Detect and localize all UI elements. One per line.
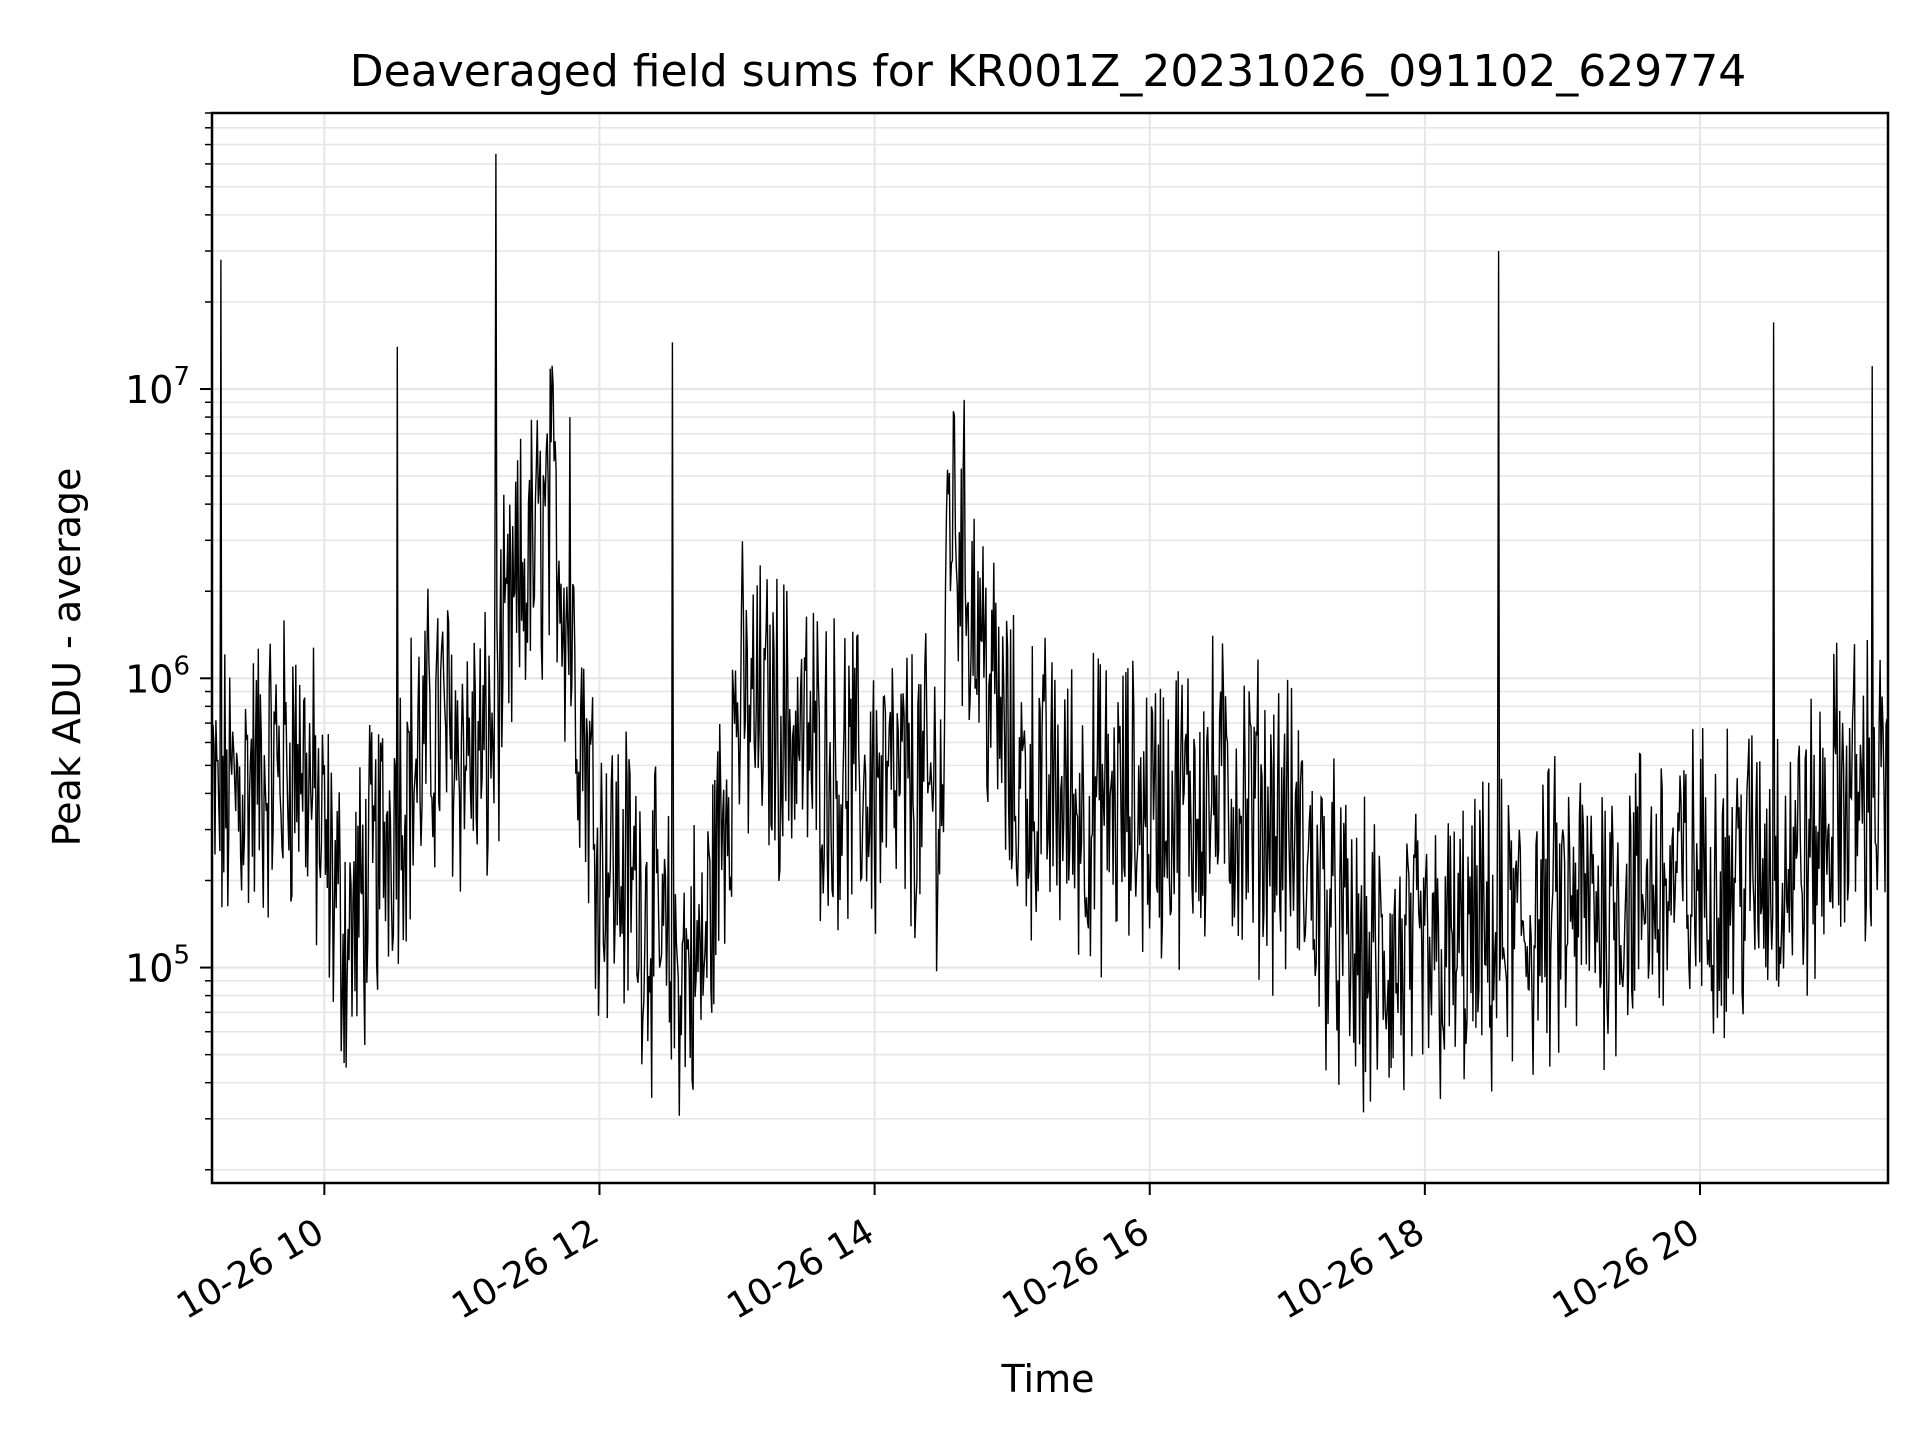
y-tick-label: 105 <box>125 941 190 991</box>
x-axis: 10-26 10 10-26 12 10-26 14 10-26 16 10-26 18… <box>170 1183 1706 1328</box>
x-axis-label: Time <box>1001 1357 1095 1401</box>
y-tick-label: 106 <box>125 651 190 701</box>
x-tick-label: 10-26 18 <box>1271 1211 1432 1327</box>
x-tick-label: 10-26 14 <box>720 1211 881 1327</box>
plot-frame <box>210 111 1890 1185</box>
x-tick-label: 10-26 12 <box>445 1211 606 1327</box>
series-line <box>211 153 1889 1116</box>
data-series <box>211 153 1889 1116</box>
grid-lines <box>212 112 1888 1183</box>
x-tick-label: 10-26 16 <box>996 1211 1157 1327</box>
y-axis-label: Peak ADU - average <box>45 468 89 847</box>
x-tick-label: 10-26 10 <box>170 1211 331 1327</box>
y-axis: 105 106 107 <box>125 112 212 1171</box>
chart-title: Deaveraged field sums for KR001Z_2023102… <box>350 46 1746 97</box>
x-tick-label: 10-26 20 <box>1546 1211 1707 1327</box>
y-tick-label: 107 <box>125 362 190 412</box>
